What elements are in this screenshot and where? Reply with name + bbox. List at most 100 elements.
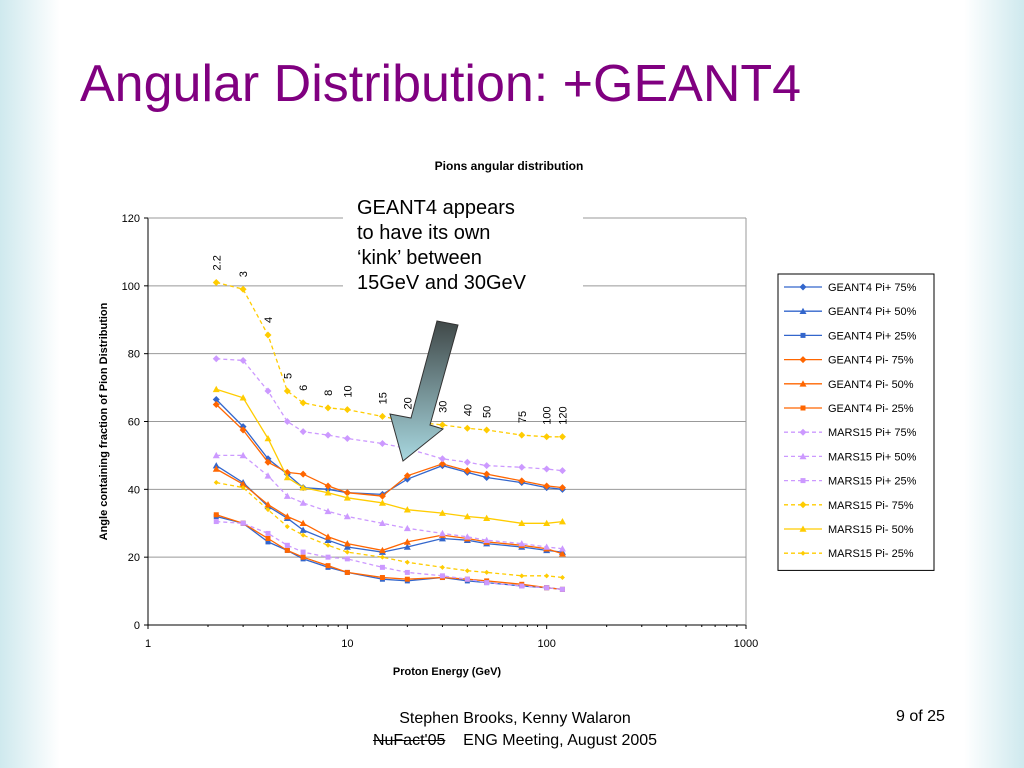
- data-point: [343, 434, 351, 442]
- data-point: [325, 542, 331, 548]
- data-point: [463, 458, 471, 466]
- data-point: [299, 484, 307, 491]
- data-point: [324, 431, 332, 439]
- series-mars15-pi-25-: [213, 519, 565, 592]
- footer-event: ENG Meeting, August 2005: [463, 732, 658, 749]
- footer-authors: Stephen Brooks, Kenny Walaron: [399, 710, 631, 727]
- legend-label: GEANT4 Pi+ 25%: [828, 330, 917, 342]
- data-point: [264, 387, 272, 395]
- energy-point-label: 6: [298, 385, 310, 391]
- data-point: [403, 524, 411, 532]
- data-point: [299, 526, 307, 533]
- y-tick-label: 60: [128, 417, 140, 429]
- data-point: [265, 530, 271, 536]
- data-point: [464, 576, 470, 582]
- data-point: [283, 473, 291, 481]
- y-tick-label: 80: [128, 349, 140, 361]
- data-point: [213, 512, 219, 518]
- data-point: [800, 550, 806, 556]
- data-point: [344, 549, 350, 555]
- data-point: [212, 385, 220, 393]
- series-line: [216, 520, 563, 591]
- data-point: [464, 568, 470, 574]
- data-point: [344, 556, 350, 562]
- energy-point-label: 100: [542, 406, 554, 424]
- x-tick-label: 100: [537, 638, 555, 650]
- data-point: [239, 394, 247, 401]
- energy-point-label: 10: [342, 385, 354, 397]
- data-point: [283, 468, 291, 476]
- callout-line: to have its own: [357, 222, 491, 244]
- data-point: [438, 460, 446, 468]
- legend-label: MARS15 Pi- 75%: [828, 500, 914, 512]
- data-point: [299, 399, 307, 407]
- data-point: [213, 480, 219, 486]
- data-point: [212, 462, 220, 469]
- slide-title: Angular Distribution: +GEANT4: [80, 55, 802, 113]
- x-axis-label: Proton Energy (GeV): [393, 666, 502, 678]
- legend-label: GEANT4 Pi+ 50%: [828, 306, 917, 318]
- y-tick-label: 120: [122, 213, 140, 225]
- data-point: [463, 467, 471, 475]
- data-point: [404, 576, 410, 582]
- footer-event-line: NuFact'05 ENG Meeting, August 2005: [330, 730, 700, 752]
- data-point: [483, 426, 491, 434]
- data-point: [212, 465, 220, 472]
- data-point: [343, 489, 351, 497]
- energy-point-label: 75: [517, 411, 529, 423]
- data-point: [403, 538, 411, 545]
- energy-point-label: 15: [377, 392, 389, 404]
- legend-label: GEANT4 Pi- 50%: [828, 379, 914, 391]
- legend-label: MARS15 Pi- 25%: [828, 548, 914, 560]
- data-point: [239, 451, 247, 459]
- data-point: [799, 501, 807, 509]
- data-point: [284, 524, 290, 530]
- data-point: [483, 514, 491, 521]
- data-point: [403, 506, 411, 513]
- data-point: [519, 583, 525, 589]
- data-point: [239, 285, 247, 293]
- data-point: [404, 569, 410, 575]
- data-point: [403, 472, 411, 480]
- data-point: [264, 472, 272, 479]
- data-point: [379, 554, 385, 560]
- data-point: [284, 542, 290, 548]
- data-point: [300, 554, 306, 560]
- energy-point-label: 20: [402, 397, 414, 409]
- legend-label: GEANT4 Pi- 25%: [828, 403, 914, 415]
- data-point: [439, 564, 445, 570]
- legend-label: GEANT4 Pi- 75%: [828, 355, 914, 367]
- x-tick-label: 1: [145, 638, 151, 650]
- data-point: [239, 480, 247, 488]
- data-point: [800, 405, 806, 411]
- data-point: [213, 519, 219, 525]
- data-point: [543, 519, 551, 527]
- data-point: [518, 431, 526, 439]
- data-point: [463, 512, 471, 520]
- data-point: [483, 536, 491, 544]
- series-line: [216, 481, 563, 579]
- legend-label: MARS15 Pi+ 75%: [828, 427, 917, 439]
- data-point: [299, 519, 307, 527]
- data-point: [324, 536, 332, 544]
- footer-event-struck: NuFact'05: [372, 732, 446, 749]
- data-point: [559, 586, 565, 592]
- series-mars15-pi-50-: [212, 385, 566, 527]
- data-point: [212, 355, 220, 363]
- series-geant4-pi-75-: [212, 401, 566, 500]
- legend-label: GEANT4 Pi+ 75%: [828, 282, 917, 294]
- data-point: [240, 520, 246, 526]
- data-point: [558, 550, 566, 557]
- energy-point-label: 5: [282, 373, 294, 379]
- data-point: [518, 540, 526, 547]
- data-point: [543, 465, 551, 473]
- data-point: [343, 543, 351, 550]
- data-point: [239, 356, 247, 364]
- data-point: [543, 433, 551, 441]
- data-point: [343, 406, 351, 414]
- legend-label: MARS15 Pi+ 25%: [828, 476, 917, 488]
- data-point: [379, 575, 385, 581]
- series-mars15-pi-25-: [213, 480, 565, 581]
- data-point: [344, 569, 350, 575]
- data-point: [378, 492, 386, 500]
